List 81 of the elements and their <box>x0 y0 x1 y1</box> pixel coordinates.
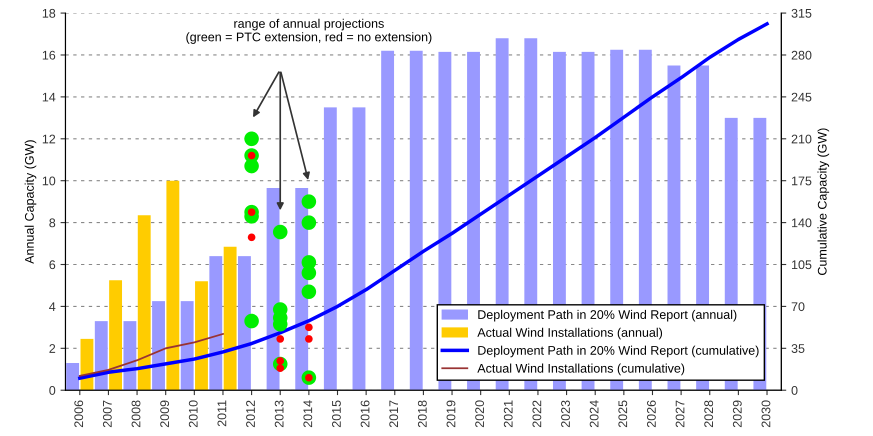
point <box>276 335 284 343</box>
bar <box>66 362 80 390</box>
y-axis-title: Annual Capacity (GW) <box>24 140 36 264</box>
x-tick-label: 2014 <box>303 400 312 428</box>
point <box>302 266 316 280</box>
point <box>244 132 259 146</box>
y-tick-label: 6 <box>49 260 56 270</box>
y2-axis-title: Cumulative Capacity (GW) <box>817 128 830 275</box>
x-tick-label: 2011 <box>217 400 226 426</box>
x-tick-label: 2022 <box>532 400 542 428</box>
legend-label: Deployment Path in 20% Wind Report (annual) <box>478 310 736 322</box>
x-tick-label: 2029 <box>732 400 742 428</box>
x-tick-label: 2006 <box>74 400 84 428</box>
bar <box>123 321 136 390</box>
y-tick-label: 16 <box>42 50 56 60</box>
x-tick-label: 2025 <box>618 400 628 428</box>
point <box>248 233 256 242</box>
x-tick-label: 2013 <box>274 400 284 428</box>
bar <box>209 256 222 390</box>
bar <box>410 50 423 390</box>
x-tick-label: 2019 <box>446 400 456 428</box>
x-tick-label: 2027 <box>676 400 684 428</box>
point <box>276 364 284 372</box>
y-tick-label: 12 <box>42 134 56 144</box>
point <box>244 158 259 174</box>
x-tick-label: 2023 <box>561 400 570 428</box>
x-tick-label: 2021 <box>504 400 513 428</box>
y-tick-label: 18 <box>42 8 56 18</box>
bar <box>166 180 180 390</box>
y2-tick-label: 0 <box>792 386 798 395</box>
bar <box>138 215 151 390</box>
legend-label: Deployment Path in 20% Wind Report (cumulative) <box>478 346 759 358</box>
bar <box>238 256 251 390</box>
y2-tick-label: 280 <box>792 50 812 60</box>
x-tick-label: 2026 <box>646 400 656 428</box>
y-tick-label: 10 <box>42 176 56 186</box>
x-tick-label: 2010 <box>188 400 198 428</box>
line-series <box>78 333 224 377</box>
bar <box>109 280 122 390</box>
x-tick-label: 2007 <box>102 400 112 428</box>
legend-label: Actual Wind Installations (annual) <box>477 328 662 340</box>
x-tick-label: 2020 <box>475 400 484 428</box>
y-tick-label: 14 <box>42 92 56 102</box>
y-tick-label: 2 <box>49 344 56 353</box>
point <box>302 215 316 230</box>
point <box>272 224 288 240</box>
bar <box>224 246 237 390</box>
bar <box>195 281 208 390</box>
x-tick-label: 2015 <box>332 400 341 428</box>
y-tick-label: 0 <box>49 386 56 395</box>
bar <box>352 107 366 390</box>
x-tick-label: 2017 <box>389 400 398 428</box>
y2-tick-label: 315 <box>792 8 812 18</box>
y2-tick-label: 245 <box>792 92 812 102</box>
point <box>302 194 316 209</box>
legend-label: Actual Wind Installations (cumulative) <box>477 364 684 376</box>
y2-tick-label: 105 <box>792 260 812 270</box>
point <box>302 284 316 300</box>
bar <box>381 50 394 390</box>
x-tick-label: 2016 <box>360 400 370 428</box>
y-tick-label: 8 <box>49 218 56 228</box>
point <box>244 314 259 328</box>
x-tick-label: 2028 <box>704 400 714 428</box>
bar <box>180 301 194 390</box>
x-tick-label: 2024 <box>590 400 599 428</box>
bar <box>152 301 165 390</box>
point <box>305 324 313 332</box>
y-tick-label: 4 <box>49 302 56 311</box>
y2-tick-label: 175 <box>792 176 812 186</box>
y2-tick-label: 140 <box>792 218 812 228</box>
x-tick-label: 2008 <box>132 400 140 428</box>
x-tick-label: 2030 <box>762 400 770 428</box>
bar <box>324 107 337 390</box>
y2-tick-label: 210 <box>792 134 812 144</box>
x-tick-label: 2012 <box>246 400 255 428</box>
y2-tick-label: 35 <box>792 344 804 353</box>
x-tick-label: 2009 <box>160 400 170 428</box>
point <box>305 335 313 343</box>
x-tick-label: 2018 <box>418 400 427 428</box>
y2-tick-label: 70 <box>792 302 804 312</box>
annotation: range of annual projections (green = PTC extension, red = no extension) <box>186 18 432 44</box>
